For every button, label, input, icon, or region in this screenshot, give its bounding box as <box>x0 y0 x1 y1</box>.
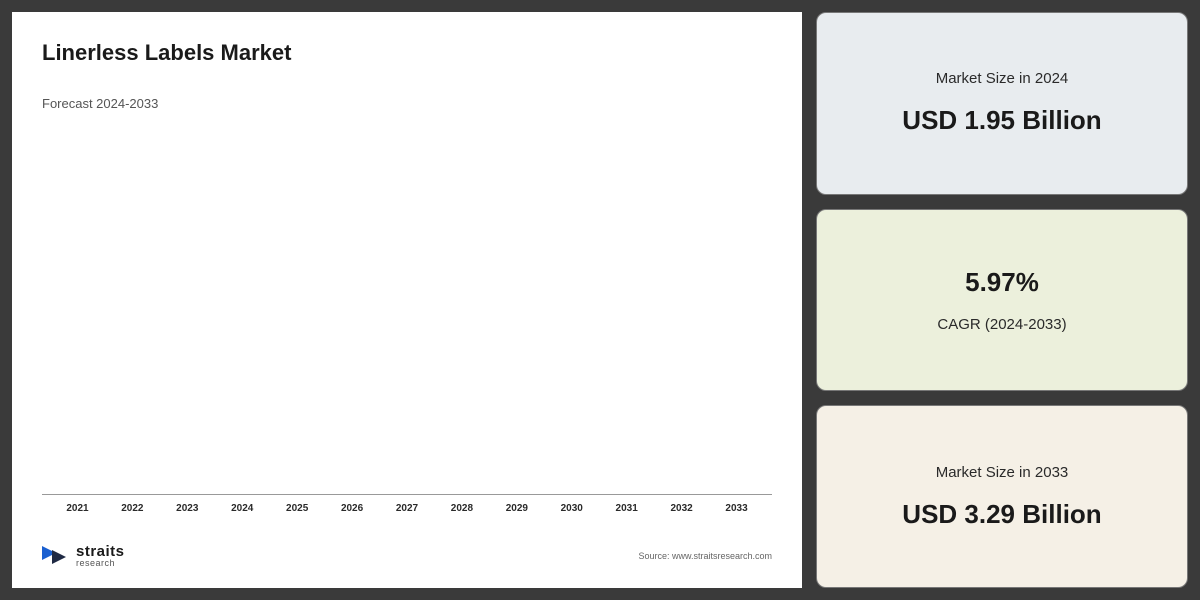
stat-card-1: 5.97% CAGR (2024-2033) <box>816 209 1188 392</box>
stat-card-0: Market Size in 2024 USD 1.95 Billion <box>816 12 1188 195</box>
x-label: 2027 <box>380 503 435 514</box>
x-label: 2024 <box>215 503 270 514</box>
source-attribution: Source: www.straitsresearch.com <box>638 551 772 561</box>
chart-subtitle: Forecast 2024-2033 <box>42 96 772 111</box>
stat-card-value: USD 1.95 Billion <box>902 105 1101 136</box>
x-label: 2032 <box>654 503 709 514</box>
chart-area: 2021202220232024202520262027202820292030… <box>42 121 772 514</box>
bars-container <box>42 121 772 495</box>
brand-logo: straits research <box>42 544 125 568</box>
x-label: 2026 <box>325 503 380 514</box>
chart-title: Linerless Labels Market <box>42 40 772 66</box>
logo-mark <box>42 546 70 566</box>
stat-card-value: 5.97% <box>965 267 1039 298</box>
chart-panel: Linerless Labels Market Forecast 2024-20… <box>12 12 802 588</box>
stats-column: Market Size in 2024 USD 1.95 Billion 5.97%… <box>816 12 1188 588</box>
x-label: 2033 <box>709 503 764 514</box>
x-label: 2022 <box>105 503 160 514</box>
chart-footer: straits research Source: www.straitsrese… <box>42 544 772 568</box>
x-label: 2023 <box>160 503 215 514</box>
x-label: 2028 <box>434 503 489 514</box>
x-label: 2031 <box>599 503 654 514</box>
logo-brand: straits <box>76 544 125 559</box>
x-label: 2021 <box>50 503 105 514</box>
stat-card-label: Market Size in 2024 <box>936 70 1069 87</box>
stat-card-label: Market Size in 2033 <box>936 464 1069 481</box>
stat-card-2: Market Size in 2033 USD 3.29 Billion <box>816 405 1188 588</box>
stat-card-value: USD 3.29 Billion <box>902 499 1101 530</box>
x-label: 2025 <box>270 503 325 514</box>
x-axis-labels: 2021202220232024202520262027202820292030… <box>42 495 772 514</box>
x-label: 2029 <box>489 503 544 514</box>
x-label: 2030 <box>544 503 599 514</box>
logo-brand-sub: research <box>76 559 125 568</box>
stat-card-label: CAGR (2024-2033) <box>937 316 1066 333</box>
